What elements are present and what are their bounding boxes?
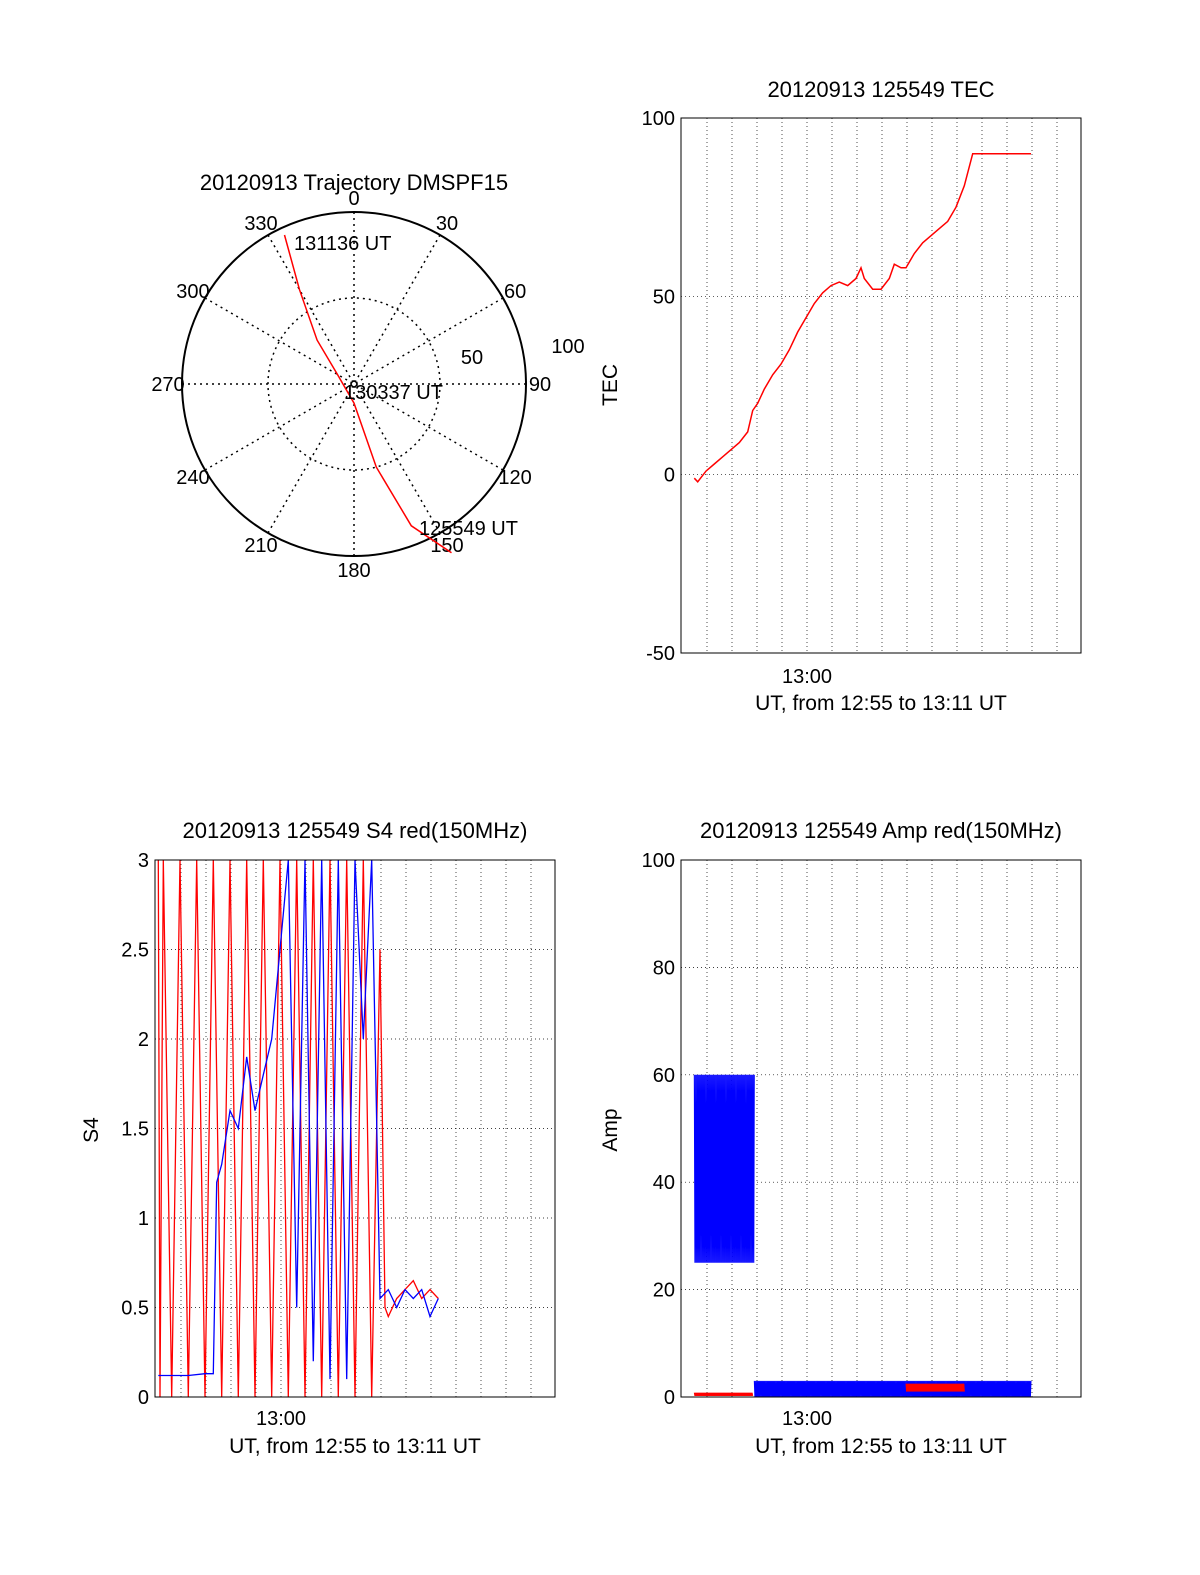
- polar-angle-label: 270: [151, 374, 184, 396]
- s4-panel: 20120913 125549 S4 red(150MHz) 3 2.5 2 1.5 1…: [80, 818, 556, 1458]
- amp-plot-frame: [680, 859, 1082, 1398]
- polar-angle-label: 150: [430, 535, 463, 557]
- polar-angle-labels: 0 30 60 90 120 150 180 210 240 270 300 330: [151, 188, 551, 582]
- y-tick-label: 100: [642, 850, 675, 872]
- amp-grid: [681, 860, 1081, 1397]
- s4-red-series-line: [157, 859, 439, 1398]
- y-tick-label: 0: [664, 1387, 675, 1409]
- amp-red-series-band: [693, 1392, 754, 1396]
- polar-angle-label: 30: [436, 213, 458, 235]
- amp-series: [693, 1074, 1032, 1398]
- tec-series-line: [693, 152, 1031, 483]
- s4-series: [157, 859, 439, 1398]
- s4-y-tick-labels: 3 2.5 2 1.5 1 0.5 0: [121, 850, 149, 1409]
- tec-x-axis-label: UT, from 12:55 to 13:11 UT: [755, 692, 1007, 715]
- tec-title: 20120913 125549 TEC: [767, 77, 994, 102]
- y-tick-label: 1.5: [121, 1119, 149, 1141]
- y-tick-label: -50: [646, 643, 675, 665]
- s4-title: 20120913 125549 S4 red(150MHz): [183, 818, 528, 843]
- y-tick-label: 40: [653, 1172, 675, 1194]
- y-tick-label: 1: [138, 1208, 149, 1230]
- s4-x-axis-label: UT, from 12:55 to 13:11 UT: [229, 1435, 481, 1458]
- s4-x-tick-label: 13:00: [256, 1408, 306, 1430]
- s4-plot-frame: [154, 859, 556, 1398]
- y-tick-label: 2: [138, 1029, 149, 1051]
- trajectory-end-label: 131136 UT: [294, 233, 391, 255]
- polar-angle-label: 0: [348, 188, 359, 210]
- polar-angle-label: 120: [498, 467, 531, 489]
- y-tick-label: 0: [138, 1387, 149, 1409]
- amp-red-series-band: [905, 1383, 965, 1392]
- y-tick-label: 50: [653, 286, 675, 308]
- trajectory-start-label: 125549 UT: [419, 518, 518, 540]
- y-tick-label: 3: [138, 850, 149, 872]
- amp-x-tick-label: 13:00: [782, 1408, 832, 1430]
- polar-radius-label-50: 50: [461, 347, 483, 369]
- amp-y-axis-label: Amp: [599, 1108, 622, 1151]
- amp-blue-series-band: [693, 1074, 755, 1263]
- tec-y-tick-labels: 100 50 0 -50: [642, 108, 675, 665]
- polar-angle-label: 90: [529, 374, 551, 396]
- polar-angle-label: 180: [337, 560, 370, 582]
- y-tick-label: 100: [642, 108, 675, 130]
- polar-angle-label: 300: [176, 281, 209, 303]
- s4-y-axis-label: S4: [80, 1117, 103, 1143]
- y-tick-label: 2.5: [121, 940, 149, 962]
- tec-y-axis-label: TEC: [599, 364, 622, 406]
- tec-x-tick-label: 13:00: [782, 666, 832, 688]
- polar-radius-label-100: 100: [551, 336, 584, 358]
- tec-plot-frame: [680, 117, 1082, 654]
- amp-x-axis-label: UT, from 12:55 to 13:11 UT: [755, 1435, 1007, 1458]
- polar-angle-label: 330: [244, 213, 277, 235]
- polar-panel: 20120913 Trajectory DMSPF15 0 30 60 90 120 15…: [151, 170, 584, 582]
- polar-title: 20120913 Trajectory DMSPF15: [200, 170, 508, 195]
- amp-y-tick-labels: 100 80 60 40 20 0: [642, 850, 675, 1409]
- y-tick-label: 0.5: [121, 1298, 149, 1320]
- polar-angle-label: 60: [504, 281, 526, 303]
- polar-trajectory-line: [283, 234, 452, 554]
- amp-blue-series-band: [753, 1380, 1032, 1398]
- y-tick-label: 0: [664, 465, 675, 487]
- y-tick-label: 80: [653, 957, 675, 979]
- amp-panel: 20120913 125549 Amp red(150MHz) 100 80 60 4…: [599, 818, 1082, 1458]
- polar-angle-label: 240: [176, 467, 209, 489]
- trajectory-mid-label: 130337 UT: [344, 382, 443, 404]
- y-tick-label: 20: [653, 1280, 675, 1302]
- polar-angle-label: 210: [244, 535, 277, 557]
- amp-title: 20120913 125549 Amp red(150MHz): [700, 818, 1062, 843]
- y-tick-label: 60: [653, 1065, 675, 1087]
- s4-grid: [155, 860, 555, 1397]
- tec-grid: [681, 118, 1081, 653]
